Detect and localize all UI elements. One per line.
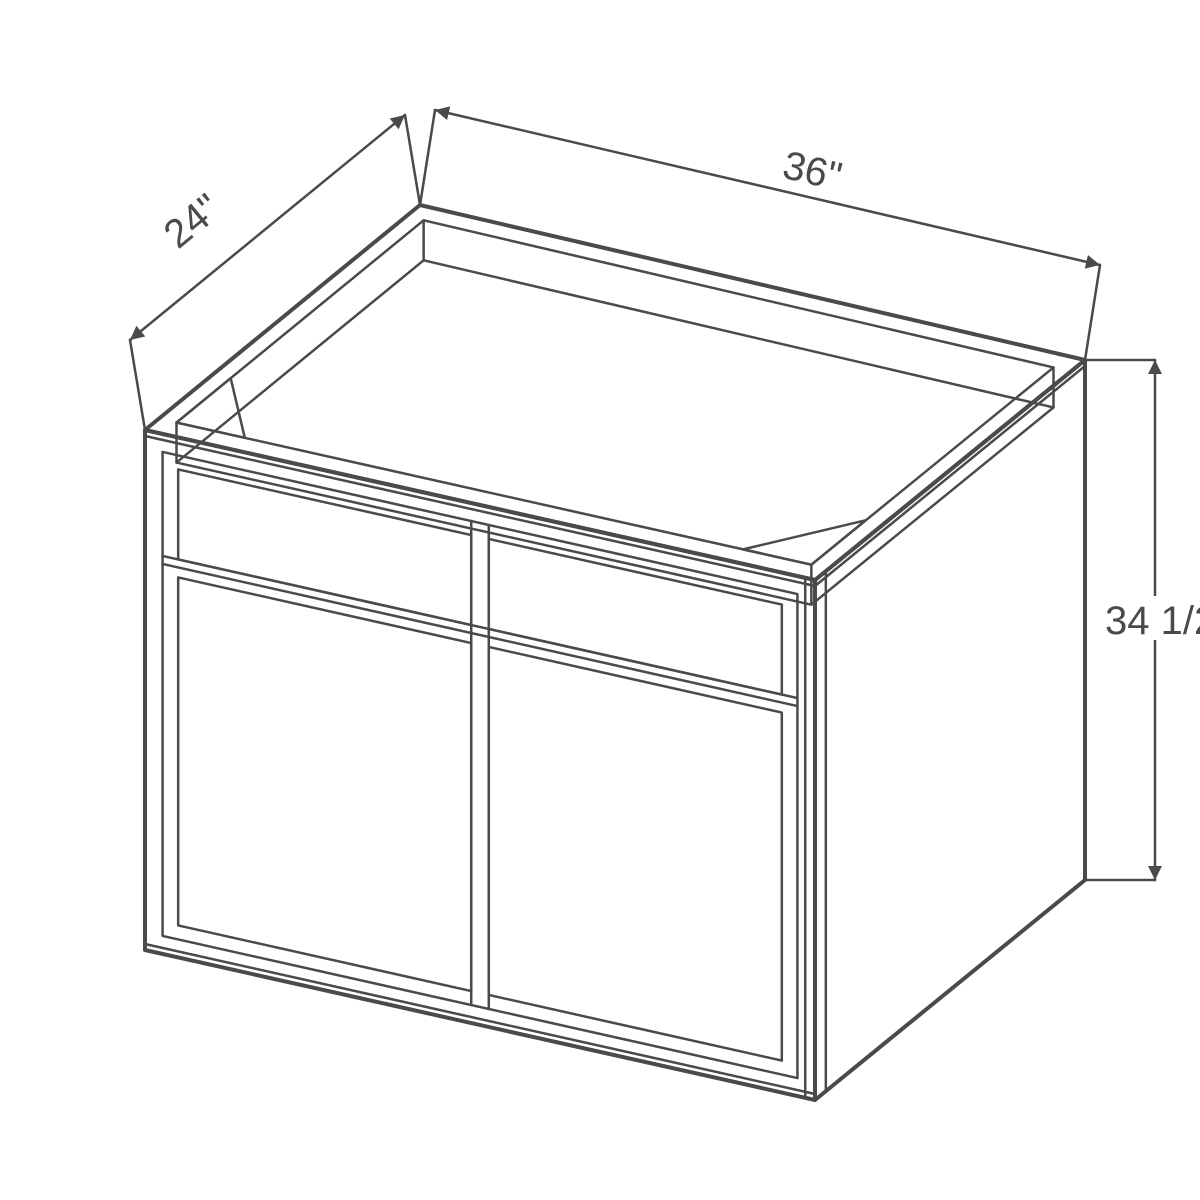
dimension-width: 36" [435,106,1100,268]
dimension-height-label: 34 1/2" [1105,599,1200,643]
dimension-depth: 24" [130,115,405,340]
dimension-height: 34 1/2" [1092,360,1200,880]
dimension-width-label: 36" [779,143,846,199]
cabinet-diagram: 24" 36" 34 1/2" [0,0,1200,1200]
dimension-depth-label: 24" [156,186,229,257]
